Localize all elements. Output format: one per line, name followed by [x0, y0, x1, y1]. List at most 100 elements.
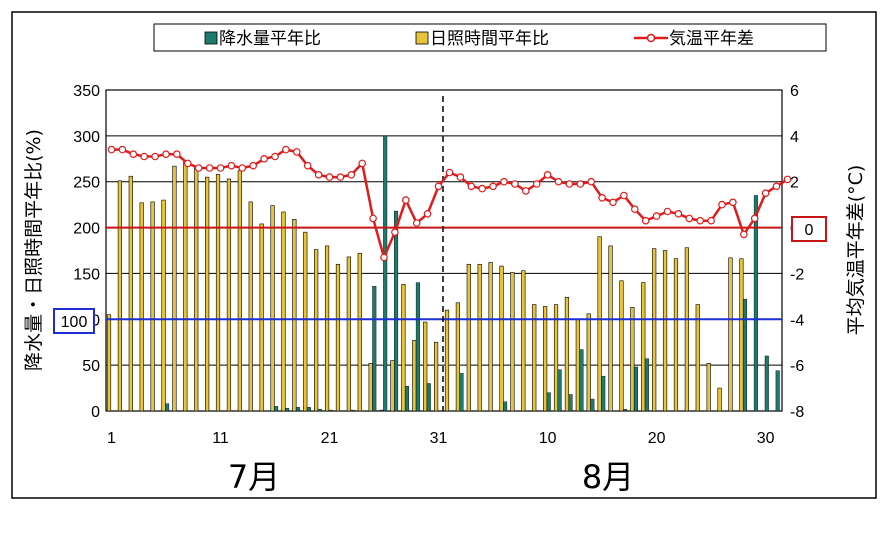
y2-tick-label: -4 — [790, 312, 804, 329]
precip-bar — [579, 349, 584, 412]
sunshine-bar — [150, 201, 155, 412]
precip-bar — [317, 408, 322, 412]
ref-box-right — [791, 216, 827, 242]
legend-label-precip: 降水量平年比 — [219, 29, 321, 49]
sunshine-bar — [139, 202, 144, 412]
precip-bar — [557, 369, 562, 412]
sunshine-bar — [695, 304, 700, 412]
temperature-point — [543, 171, 552, 179]
temperature-point — [554, 177, 563, 186]
sunshine-bar — [270, 205, 275, 412]
sunshine-bar — [368, 363, 373, 412]
temperature-point — [401, 196, 410, 204]
sunshine-bar — [510, 272, 515, 412]
sunshine-bar — [324, 245, 330, 412]
sunshine-bar — [477, 263, 482, 412]
x-tick-label: 11 — [212, 430, 229, 447]
sunshine-bar — [205, 176, 210, 412]
temperature-point — [685, 214, 694, 223]
temperature-point — [521, 187, 530, 195]
precip-bar — [165, 403, 170, 412]
sunshine-bar — [521, 270, 526, 412]
temperature-point — [412, 219, 421, 227]
sunshine-bar — [532, 304, 537, 412]
legend: 降水量平年比 日照時間平年比 気温平年差 — [153, 23, 827, 52]
sunshine-bar — [259, 223, 264, 412]
precip-bar — [383, 135, 388, 412]
temperature-point — [303, 161, 312, 170]
y-tick-label: 150 — [73, 266, 100, 283]
precip-bar — [372, 286, 377, 412]
sunshine-bar — [739, 258, 744, 412]
y2-axis-label: 平均気温平年差(°C) — [845, 165, 867, 336]
temperature-point — [129, 150, 138, 159]
sunshine-bar — [575, 318, 580, 412]
sunshine-bar — [586, 313, 591, 412]
temperature-point — [118, 145, 127, 154]
temperature-point — [249, 161, 258, 170]
temperature-point — [565, 180, 574, 188]
precip-bar — [350, 409, 355, 412]
temperature-point — [641, 216, 650, 225]
sunshine-bar — [652, 248, 657, 412]
temperature-point — [173, 150, 181, 159]
sunshine-bar — [608, 245, 613, 412]
ref-box-left — [53, 308, 95, 334]
ref-label-left: 100 — [61, 314, 88, 331]
temperature-point — [674, 210, 683, 218]
precip-bar — [601, 375, 606, 412]
temperature-point — [162, 150, 170, 159]
precip-bar — [775, 370, 780, 412]
y-tick-label: 50 — [82, 358, 100, 375]
sunshine-bar — [194, 167, 199, 412]
temperature-point — [271, 152, 279, 161]
precip-bar — [394, 210, 399, 412]
sunshine-bar — [106, 314, 112, 412]
precip-bar — [742, 298, 747, 412]
temperature-point — [576, 180, 585, 188]
sunshine-bar — [630, 307, 635, 412]
precip-bar — [633, 366, 638, 412]
sunshine-bar — [466, 263, 471, 412]
precip-bar — [285, 408, 290, 412]
precip-bar — [546, 392, 551, 412]
sunshine-bar — [717, 387, 722, 412]
sunshine-bar — [390, 360, 395, 412]
temperature-point — [423, 210, 432, 218]
temperature-point — [500, 177, 508, 186]
temperature-point — [434, 182, 443, 191]
y-tick-label: 300 — [73, 129, 100, 146]
temperature-point — [739, 230, 748, 239]
sunshine-bar — [379, 409, 384, 412]
sunshine-bar — [128, 175, 133, 412]
temperature-point — [620, 191, 628, 200]
sunshine-bar — [543, 306, 548, 412]
temperature-line-group — [107, 145, 792, 262]
sunshine-bar — [706, 363, 711, 412]
temperature-point — [630, 205, 639, 214]
bars-group — [106, 135, 780, 412]
sunshine-bar — [673, 258, 679, 412]
sunshine-bar — [564, 296, 570, 412]
temperature-point — [282, 145, 290, 154]
temperature-point — [587, 177, 596, 186]
y-tick-label: 0 — [91, 404, 100, 421]
legend-box — [153, 23, 827, 52]
sunshine-bar — [292, 219, 297, 412]
precip-bar — [644, 358, 649, 412]
temperature-point — [347, 171, 356, 179]
sunshine-bar — [237, 170, 242, 412]
x-tick-label: 10 — [539, 430, 557, 447]
x-tick-label: 30 — [757, 430, 775, 447]
precip-bar — [426, 383, 431, 412]
x-tick-label: 1 — [107, 430, 116, 447]
temperature-point — [467, 182, 476, 191]
sunshine-bar — [433, 341, 439, 412]
temperature-point — [652, 212, 661, 220]
legend-swatch-sun — [415, 31, 429, 45]
sunshine-bar — [488, 262, 493, 412]
temperature-point — [609, 198, 617, 207]
reference-lines — [106, 226, 782, 321]
precip-bar — [568, 394, 573, 412]
precip-bar — [328, 409, 333, 412]
